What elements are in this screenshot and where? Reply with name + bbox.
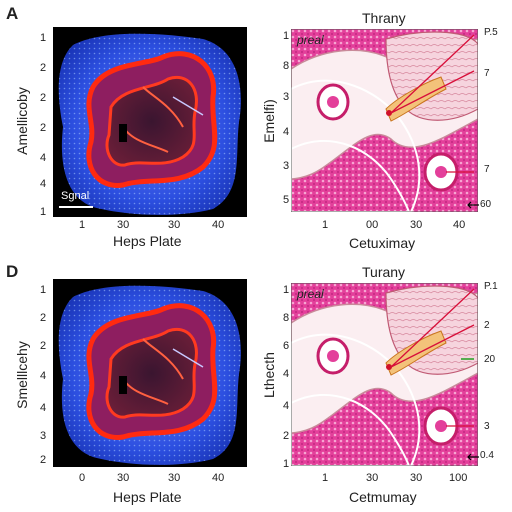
bottom-right-ytick: 4: [283, 368, 290, 380]
bottom-right-ytick: 4: [283, 400, 290, 412]
bottom-right-callout: P.1: [484, 281, 498, 292]
top-right-corner-label: preal: [297, 33, 324, 47]
bottom-right-title: Turany: [362, 264, 406, 280]
bottom-right-callout: 2: [484, 320, 490, 331]
bottom-left-ytick: 3: [40, 430, 47, 442]
top-right-ytick: 4: [283, 126, 290, 138]
top-left-xtick: 30: [168, 219, 181, 231]
top-left-ytick: 2: [40, 92, 47, 104]
top-left-ytick: 2: [40, 62, 47, 74]
bottom-left-xlabel: Heps Plate: [113, 489, 182, 505]
top-left-ylabel: Amellicoby: [14, 87, 30, 155]
bottom-right-xlabel: Cetmumay: [349, 489, 417, 505]
top-left-ytick: 1: [40, 206, 47, 218]
scalebar-label: Sgnal: [61, 190, 90, 202]
bottom-left-xtick: 30: [168, 472, 181, 484]
bottom-left-xtick: 40: [212, 472, 225, 484]
bottom-right-ylabel: Lthecth: [261, 352, 277, 398]
top-left-ytick: 1: [40, 32, 47, 44]
top-left-ytick: 2: [40, 122, 47, 134]
top-left-xlabel: Heps Plate: [113, 233, 182, 249]
top-right-callout: P.5: [484, 27, 498, 38]
top-right-title: Thrany: [362, 10, 406, 26]
top-left-ytick: 4: [40, 178, 47, 190]
bottom-right-xtick: 1: [322, 472, 329, 484]
bottom-right-ytick: 8: [283, 312, 290, 324]
top-right-xlabel: Cetuximay: [349, 235, 416, 251]
arrow-icon: [467, 453, 479, 461]
panel-letter-a: A: [6, 4, 19, 23]
bottom-right-histology: [291, 283, 478, 466]
bottom-right-xtick: 30: [366, 472, 379, 484]
bottom-left-heatmap: [53, 279, 247, 467]
bottom-right-ytick: 6: [283, 340, 290, 352]
bottom-right-xtick: 30: [410, 472, 423, 484]
top-right-xtick: 00: [366, 219, 379, 231]
top-right-callout: 7: [484, 68, 490, 79]
top-right-ytick: 3: [283, 91, 290, 103]
top-left-xtick: 30: [117, 219, 130, 231]
bottom-left-xtick: 0: [79, 472, 86, 484]
bottom-right-callout: 0.4: [480, 450, 494, 461]
top-right-xtick: 40: [453, 219, 466, 231]
top-left-xtick: 1: [79, 219, 86, 231]
top-right-xtick: 1: [322, 219, 329, 231]
arrow-icon: [467, 201, 479, 209]
top-left-ytick: 4: [40, 152, 47, 164]
bottom-left-ytick: 2: [40, 312, 47, 324]
bottom-left-ytick: 1: [40, 284, 47, 296]
bottom-right-callout: 20: [484, 354, 496, 365]
top-right-ytick: 5: [283, 194, 290, 206]
bottom-right-xtick: 100: [449, 472, 468, 484]
bottom-left-xtick: 30: [117, 472, 130, 484]
bottom-right-ytick: 1: [283, 284, 290, 296]
bottom-right-corner-label: preal: [297, 287, 324, 301]
panel-letter-d: D: [6, 262, 19, 281]
top-right-xtick: 30: [410, 219, 423, 231]
top-left-heatmap: Sgnal: [53, 27, 247, 217]
bottom-left-ytick: 4: [40, 402, 47, 414]
bottom-left-ytick: 4: [40, 370, 47, 382]
bottom-right-ytick: 1: [283, 458, 290, 470]
top-right-histology: [291, 29, 478, 212]
top-right-ytick: 3: [283, 160, 290, 172]
bottom-right-ytick: 2: [283, 430, 290, 442]
top-right-callout: 60: [480, 199, 492, 210]
bottom-right-callout: 3: [484, 421, 490, 432]
top-right-ytick: 8: [283, 60, 290, 72]
top-left-xtick: 40: [212, 219, 225, 231]
bottom-left-ytick: 2: [40, 340, 47, 352]
bottom-left-ylabel: Smelllcehy: [14, 341, 30, 409]
top-right-ylabel: Emelfi): [261, 99, 277, 143]
bottom-left-ytick: 2: [40, 454, 47, 466]
top-right-ytick: 1: [283, 30, 290, 42]
top-right-callout: 7: [484, 164, 490, 175]
